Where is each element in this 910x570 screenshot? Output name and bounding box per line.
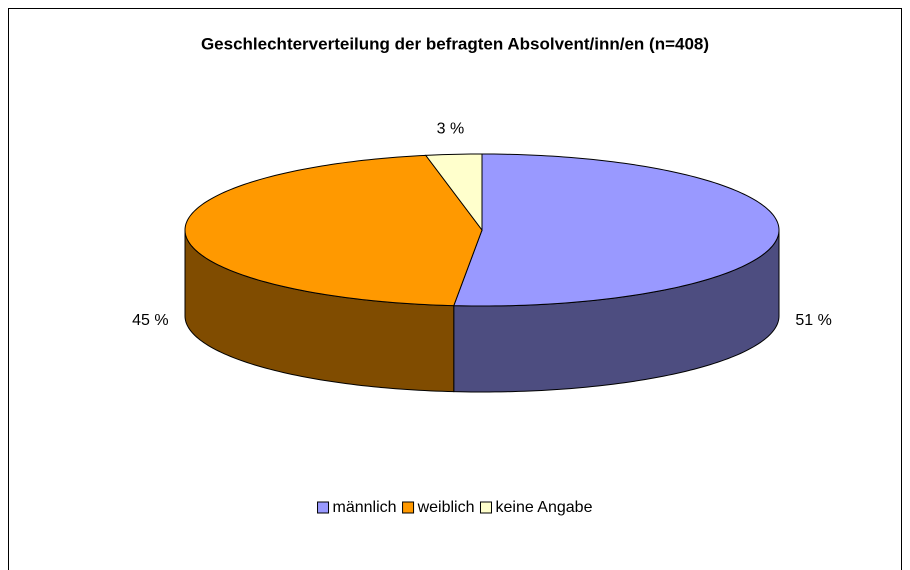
chart-title: Geschlechterverteilung der befragten Abs…: [201, 34, 709, 53]
data-label: 3 %: [437, 121, 465, 138]
pie-slice: [453, 153, 780, 307]
legend-label: keine Angabe: [495, 499, 592, 516]
data-label: 51 %: [795, 312, 831, 329]
pie-slice: [424, 153, 483, 232]
pie-slice: [184, 154, 483, 307]
legend-label: männlich: [333, 499, 397, 516]
legend-swatch: [479, 501, 492, 514]
legend-swatch: [317, 501, 330, 514]
legend-label: weiblich: [417, 499, 475, 516]
data-label: 45 %: [132, 312, 168, 329]
legend-swatch: [402, 501, 415, 514]
